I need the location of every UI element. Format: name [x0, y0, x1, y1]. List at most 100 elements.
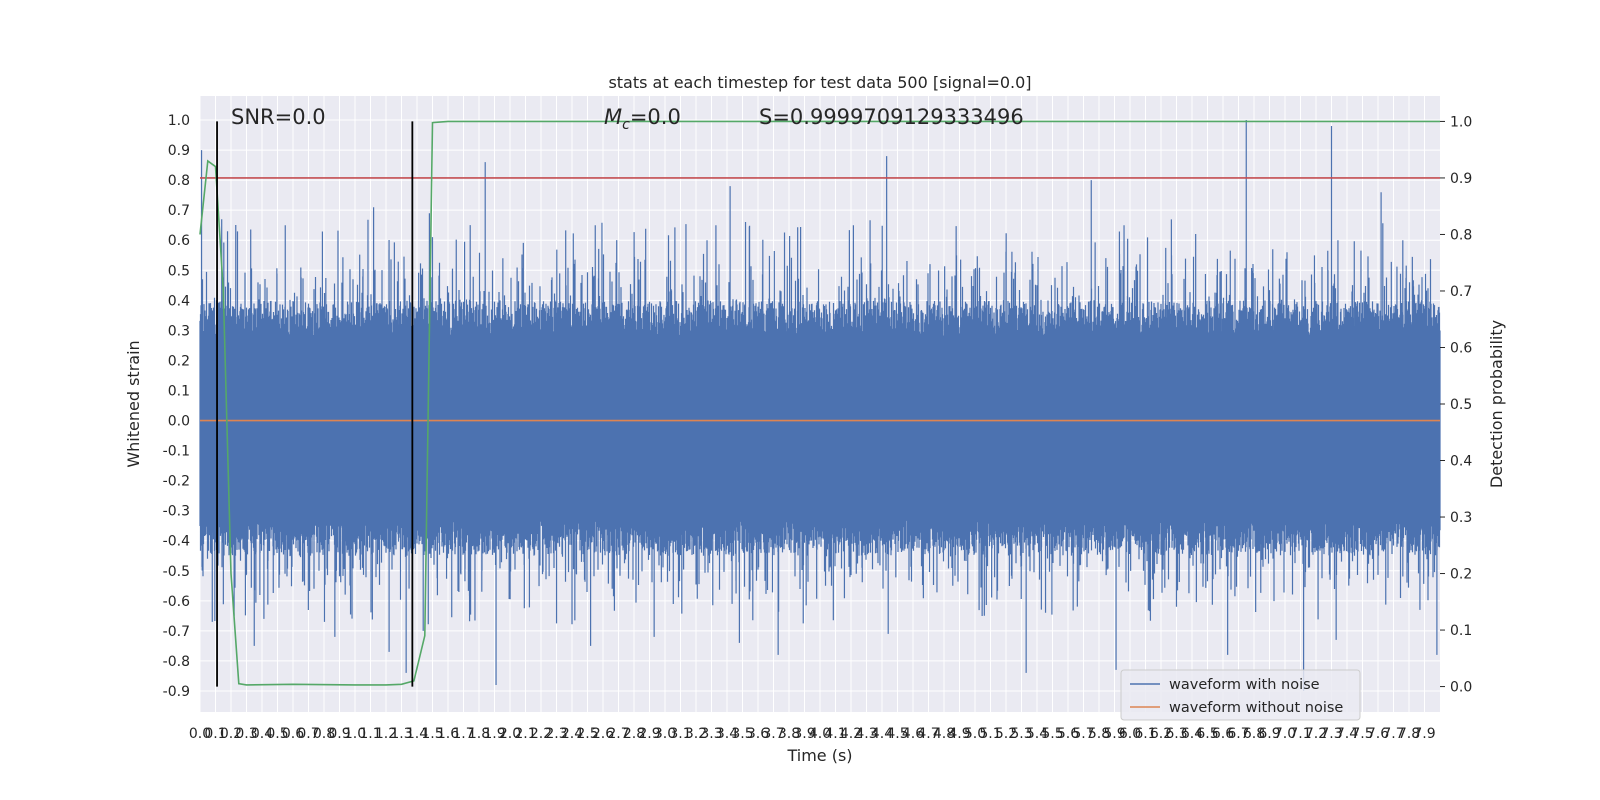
x-tick-label: 4.9 — [948, 726, 970, 742]
y2-tick-label: 0.0 — [1450, 680, 1472, 696]
y-tick-label: 0.2 — [168, 353, 190, 369]
x-tick-label: 2.5 — [576, 726, 598, 742]
tick-labels: 0.00.10.20.30.40.50.60.70.80.91.01.11.21… — [163, 113, 1473, 742]
x-tick-label: 4.3 — [855, 726, 877, 742]
y-axis-label: Whitened strain — [124, 340, 143, 467]
y-tick-label: 0.1 — [168, 383, 190, 399]
x-tick-label: 7.2 — [1305, 726, 1327, 742]
x-tick-label: 6.4 — [1181, 726, 1203, 742]
y-tick-label: -0.2 — [163, 474, 190, 490]
x-tick-label: 3.0 — [654, 726, 676, 742]
y-tick-label: 0.7 — [168, 203, 190, 219]
x-tick-label: 6.1 — [1134, 726, 1156, 742]
x-tick-label: 7.5 — [1351, 726, 1373, 742]
y-tick-label: -0.6 — [163, 594, 190, 610]
x-tick-label: 5.6 — [1057, 726, 1079, 742]
x-tick-label: 2.2 — [530, 726, 552, 742]
x-tick-label: 1.2 — [375, 726, 397, 742]
y2-axis-label: Detection probability — [1487, 320, 1506, 488]
x-tick-label: 3.6 — [747, 726, 769, 742]
x-tick-label: 3.8 — [778, 726, 800, 742]
x-tick-label: 6.0 — [1119, 726, 1141, 742]
x-tick-label: 0.6 — [282, 726, 304, 742]
x-tick-label: 4.7 — [917, 726, 939, 742]
x-tick-label: 3.9 — [793, 726, 815, 742]
y-tick-label: -0.9 — [163, 684, 190, 700]
x-tick-label: 5.2 — [995, 726, 1017, 742]
y-tick-label: -0.1 — [163, 444, 190, 460]
x-tick-label: 6.9 — [1258, 726, 1280, 742]
x-tick-label: 0.3 — [235, 726, 257, 742]
legend: waveform with noise waveform without noi… — [1120, 669, 1361, 721]
x-axis-label: Time (s) — [786, 746, 852, 765]
y-tick-label: -0.3 — [163, 504, 190, 520]
y2-tick-label: 0.1 — [1450, 623, 1472, 639]
x-tick-label: 2.9 — [638, 726, 660, 742]
x-tick-label: 3.3 — [700, 726, 722, 742]
x-tick-label: 4.0 — [809, 726, 831, 742]
x-tick-label: 0.2 — [220, 726, 242, 742]
detection-probability-line — [199, 120, 1440, 686]
y-tick-label: -0.4 — [163, 534, 190, 550]
y-tick-label: 1.0 — [168, 113, 190, 129]
y2-tick-label: 0.2 — [1450, 567, 1472, 583]
x-tick-label: 5.8 — [1088, 726, 1110, 742]
x-tick-label: 3.2 — [685, 726, 707, 742]
x-tick-label: 3.4 — [716, 726, 738, 742]
x-tick-label: 1.7 — [452, 726, 474, 742]
mc-annotation: Mc=0.0 — [604, 105, 681, 133]
y-tick-label: 0.6 — [168, 233, 190, 249]
x-tick-label: 5.4 — [1026, 726, 1048, 742]
chart-title: stats at each timestep for test data 500… — [608, 73, 1031, 92]
y-tick-label: 0.0 — [168, 414, 190, 430]
x-tick-label: 4.4 — [871, 726, 893, 742]
y-tick-label: 0.4 — [168, 293, 190, 309]
x-tick-label: 6.6 — [1212, 726, 1234, 742]
x-tick-label: 0.1 — [204, 726, 226, 742]
y-tick-label: 0.3 — [168, 323, 190, 339]
x-tick-label: 4.1 — [824, 726, 846, 742]
x-tick-label: 3.1 — [669, 726, 691, 742]
x-tick-label: 3.5 — [731, 726, 753, 742]
x-tick-label: 6.7 — [1227, 726, 1249, 742]
x-tick-label: 4.2 — [840, 726, 862, 742]
x-tick-label: 5.1 — [979, 726, 1001, 742]
x-tick-label: 5.3 — [1010, 726, 1032, 742]
x-tick-label: 2.8 — [623, 726, 645, 742]
x-tick-label: 0.4 — [251, 726, 273, 742]
y-tick-label: 0.5 — [168, 263, 190, 279]
x-tick-label: 7.7 — [1382, 726, 1404, 742]
y2-tick-label: 1.0 — [1450, 114, 1472, 130]
legend-clean-label: waveform without noise — [1169, 700, 1343, 716]
x-tick-label: 1.0 — [344, 726, 366, 742]
s-annotation: S=0.9999709129333496 — [759, 105, 1024, 129]
x-tick-label: 1.5 — [421, 726, 443, 742]
x-tick-label: 3.7 — [762, 726, 784, 742]
waveform-with-noise-series — [199, 120, 1441, 691]
x-tick-label: 5.0 — [964, 726, 986, 742]
x-tick-label: 7.3 — [1320, 726, 1342, 742]
y-tick-label: 0.8 — [168, 173, 190, 189]
x-tick-label: 0.0 — [189, 726, 211, 742]
x-tick-label: 1.8 — [468, 726, 490, 742]
mc-value: =0.0 — [630, 105, 681, 129]
x-tick-label: 6.8 — [1243, 726, 1265, 742]
y2-tick-label: 0.4 — [1450, 454, 1472, 470]
x-tick-label: 7.4 — [1336, 726, 1358, 742]
x-tick-label: 7.0 — [1274, 726, 1296, 742]
x-tick-label: 6.2 — [1150, 726, 1172, 742]
y2-tick-label: 0.9 — [1450, 171, 1472, 187]
x-tick-label: 0.8 — [313, 726, 335, 742]
x-tick-label: 7.8 — [1398, 726, 1420, 742]
snr-annotation: SNR=0.0 — [231, 105, 326, 129]
x-tick-label: 1.6 — [437, 726, 459, 742]
y-tick-label: -0.5 — [163, 564, 190, 580]
x-tick-label: 0.7 — [297, 726, 319, 742]
mc-subscript: c — [622, 117, 630, 133]
x-tick-label: 2.3 — [545, 726, 567, 742]
x-tick-label: 4.8 — [933, 726, 955, 742]
y-tick-label: -0.8 — [163, 654, 190, 670]
mc-symbol: M — [604, 105, 622, 129]
x-tick-label: 1.3 — [390, 726, 412, 742]
